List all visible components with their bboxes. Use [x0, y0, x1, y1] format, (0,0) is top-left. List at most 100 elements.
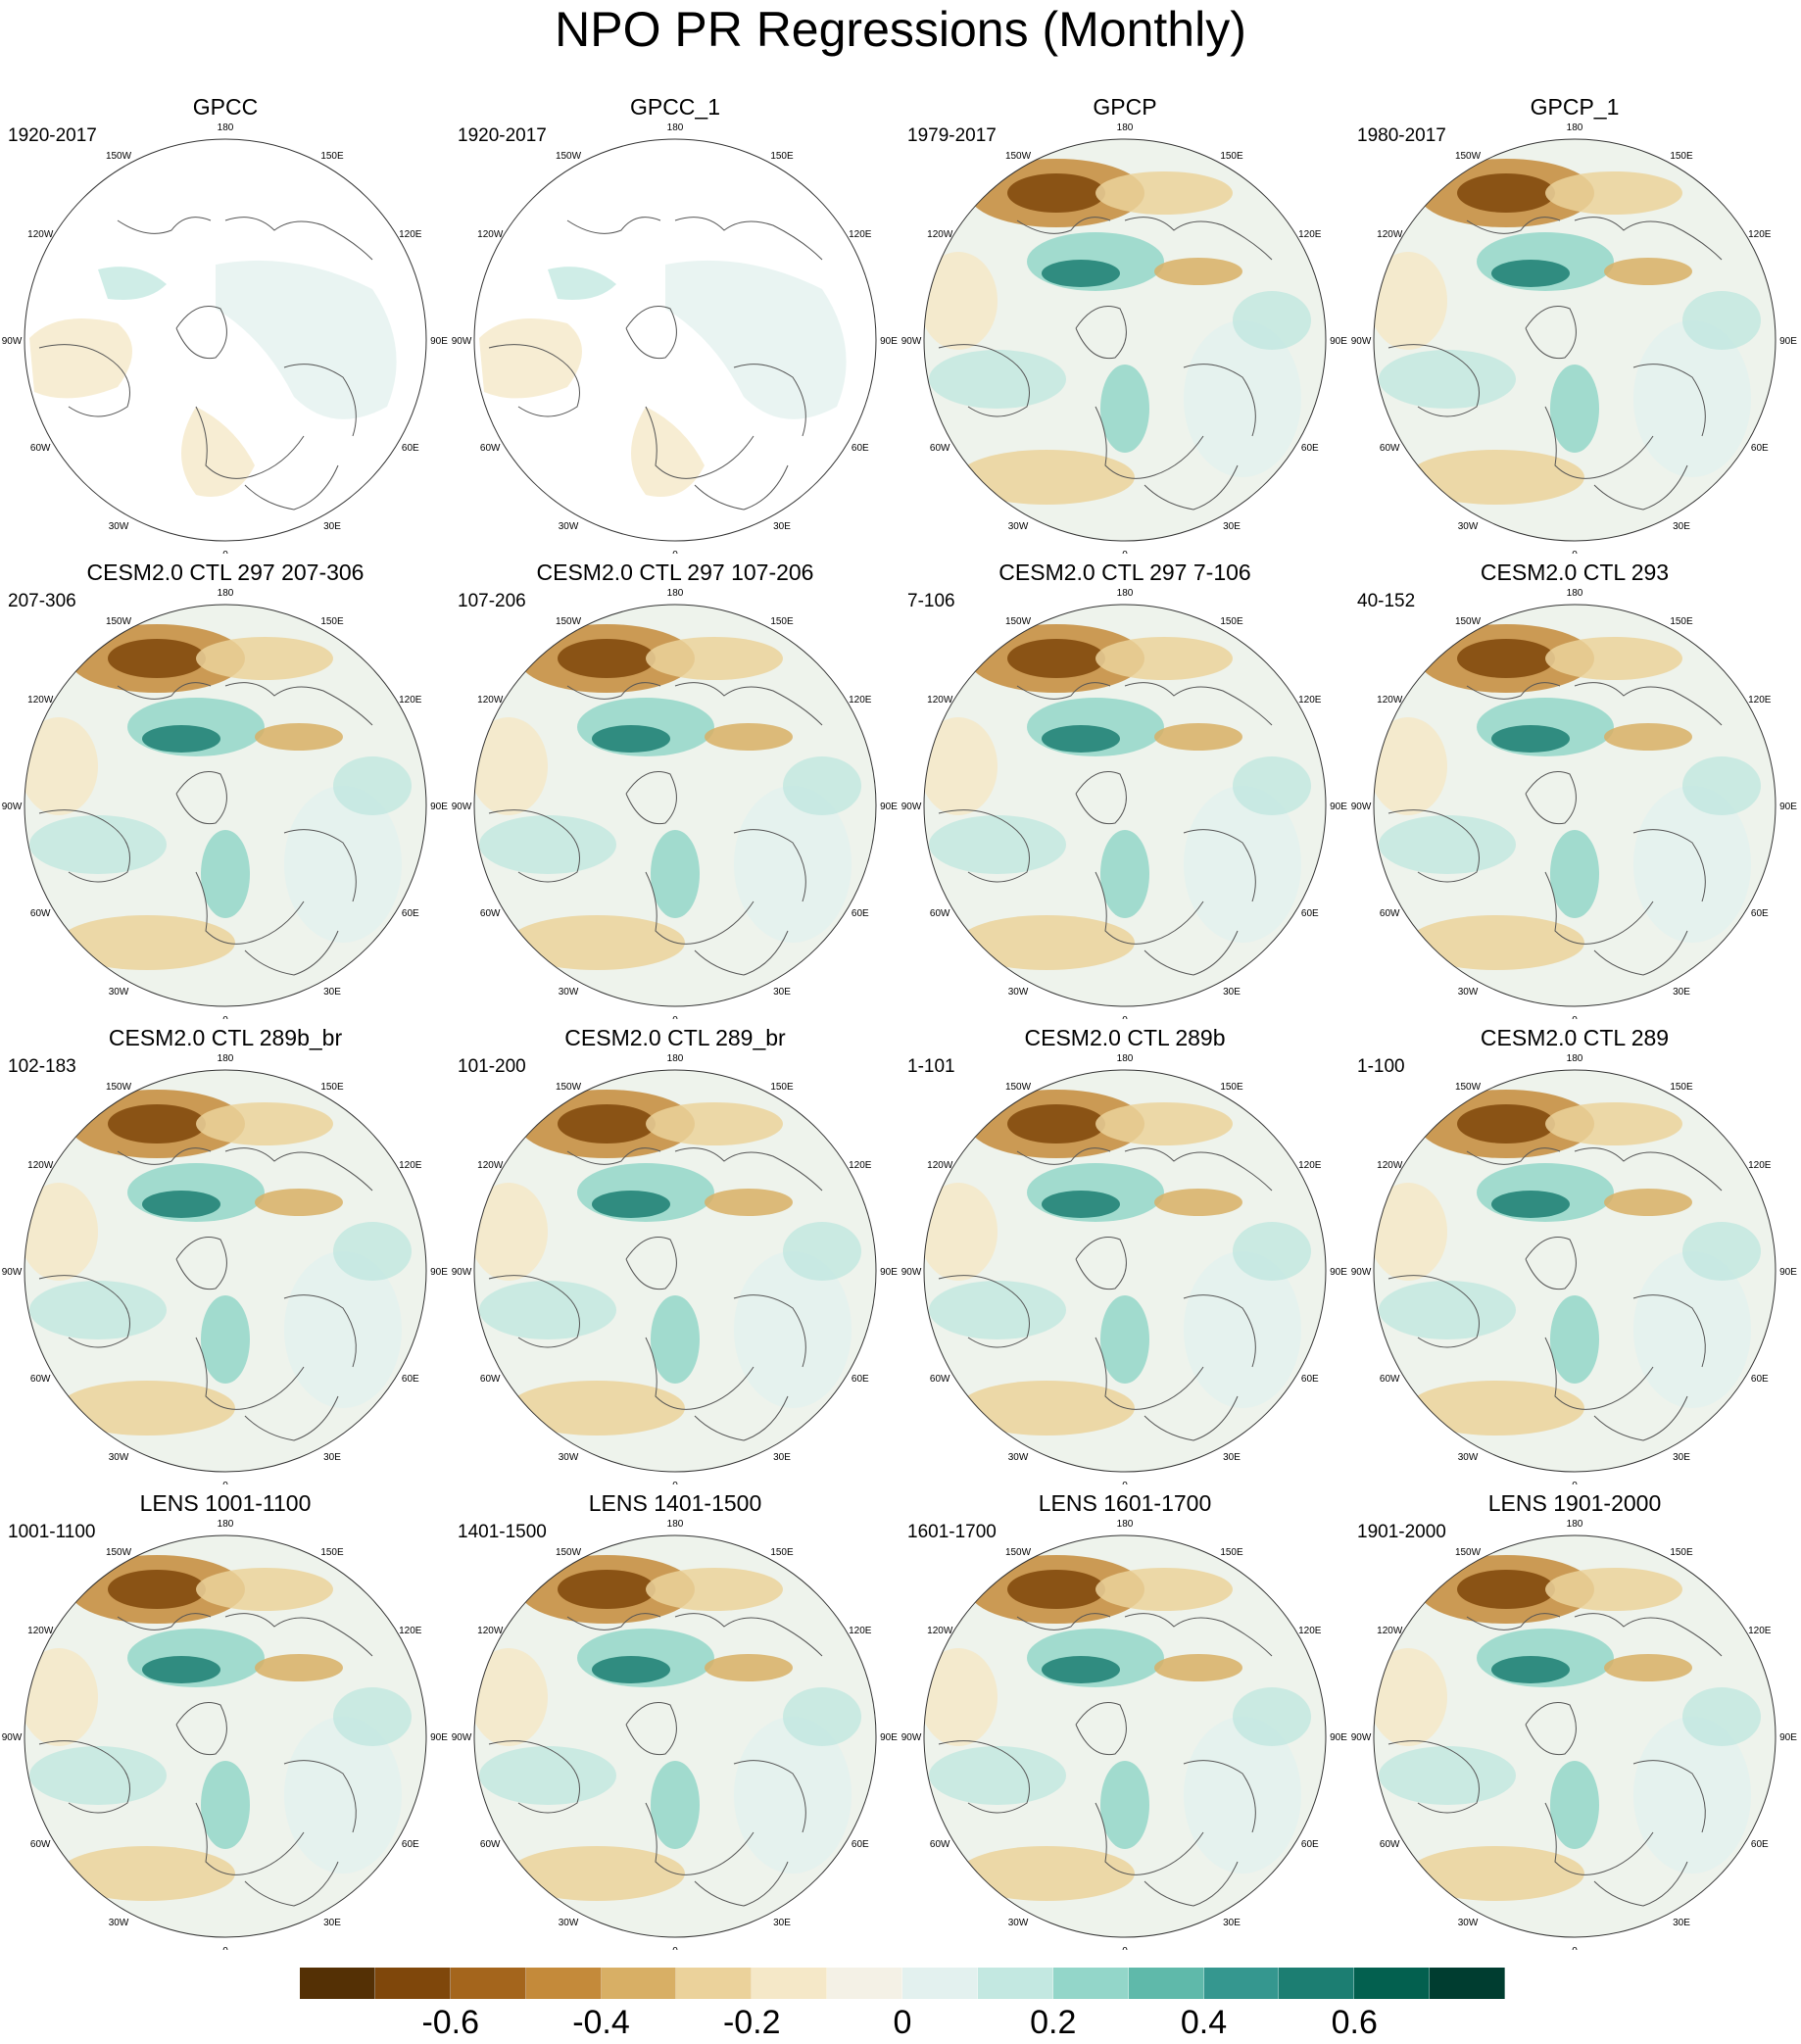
coastline — [175, 1702, 227, 1756]
anomaly-region — [255, 1654, 343, 1681]
coastline — [1144, 930, 1239, 976]
coastline — [117, 682, 212, 700]
anomaly-region — [1682, 1222, 1761, 1281]
longitude-label: 30W — [1008, 1918, 1029, 1928]
longitude-label: 30W — [109, 1918, 129, 1928]
longitude-label: 30W — [1458, 1452, 1479, 1463]
anomaly-region — [592, 725, 670, 753]
colorbar-tick-label: 0.2 — [1030, 2004, 1077, 2041]
anomaly-region — [1682, 1687, 1761, 1746]
anomaly-region — [1457, 639, 1555, 678]
coastline — [117, 1147, 212, 1165]
polar-map: 180 150E 120E 90E 60E 30E 0 30W 60W 90W 120W 150W — [1351, 1053, 1798, 1484]
coastline — [175, 1237, 227, 1290]
anomaly-region — [1374, 252, 1447, 350]
polar-map: 180 150E 120E 90E 60E 30E 0 30W 60W 90W 120W 150W — [901, 1519, 1348, 1950]
longitude-label: 90W — [1351, 1732, 1372, 1743]
coastline — [175, 306, 227, 360]
longitude-label: 30E — [323, 987, 341, 998]
longitude-label: 60W — [480, 1839, 501, 1850]
longitude-label: 60E — [402, 1839, 419, 1850]
anomaly-region — [592, 1656, 670, 1683]
longitude-label: 30E — [1673, 1452, 1690, 1463]
coastline — [1525, 771, 1577, 825]
coastline — [1632, 829, 1706, 902]
colorbar-tick-label: -0.2 — [722, 2004, 781, 2041]
anomaly-region — [1550, 1761, 1599, 1849]
anomaly-region — [255, 1189, 343, 1216]
polar-map: 180 150E 120E 90E 60E 30E 0 30W 60W 90W 120W 150W — [1351, 122, 1798, 554]
anomaly-region — [734, 786, 852, 943]
anomaly-region — [333, 1222, 412, 1281]
anomaly-region — [705, 723, 793, 751]
coastline — [488, 344, 580, 417]
anomaly-region — [646, 1568, 783, 1611]
anomaly-region — [646, 1102, 783, 1145]
longitude-label: 180 — [667, 588, 684, 599]
coastline — [1593, 464, 1688, 511]
longitude-label: 60W — [930, 1839, 950, 1850]
panel-title: LENS 1601-1700 — [1038, 1490, 1212, 1516]
coastline — [1466, 1147, 1561, 1165]
map-border — [923, 1534, 1327, 1938]
coastline — [938, 1740, 1030, 1814]
longitude-label: 0 — [1572, 1015, 1578, 1019]
coastline — [625, 1237, 677, 1290]
anomaly-region — [1184, 1717, 1301, 1874]
longitude-label: 120W — [27, 1626, 54, 1636]
panel-years: 1-100 — [1357, 1056, 1405, 1077]
coastline — [1124, 682, 1273, 726]
map-border — [24, 604, 427, 1007]
longitude-label: 180 — [218, 122, 234, 133]
map-border — [923, 1069, 1327, 1473]
polar-map: 180 150E 120E 90E 60E 30E 0 30W 60W 90W 120W 150W — [2, 1519, 449, 1950]
longitude-label: 60E — [1301, 908, 1319, 919]
coastline — [1632, 1760, 1706, 1833]
anomaly-region — [1154, 1654, 1242, 1681]
longitude-label: 30E — [323, 521, 341, 532]
coastline — [1544, 406, 1654, 479]
coastline — [694, 1395, 789, 1441]
longitude-label: 90E — [1779, 802, 1797, 812]
longitude-label: 30E — [1673, 1918, 1690, 1928]
longitude-label: 30W — [559, 1452, 579, 1463]
coastline — [175, 771, 227, 825]
colorbar-swatch — [752, 1968, 828, 1999]
colorbar-swatch — [450, 1968, 526, 1999]
anomaly-region — [783, 1687, 861, 1746]
longitude-label: 0 — [222, 1946, 228, 1950]
longitude-label: 150W — [1005, 616, 1032, 627]
longitude-label: 120E — [849, 1160, 872, 1171]
coastline — [1593, 1861, 1688, 1907]
map-panel: LENS 1401-1500 1401-1500 180 150E 120E 90E 60E… — [450, 1489, 900, 1950]
longitude-label: 90W — [901, 1732, 922, 1743]
coastline — [1466, 682, 1561, 700]
coastline — [244, 930, 339, 976]
panel-years: 1979-2017 — [907, 125, 997, 146]
coastline — [733, 1294, 806, 1368]
longitude-label: 120W — [27, 229, 54, 240]
map-border — [24, 1069, 427, 1473]
colorbar-tick-label: 0.4 — [1180, 2004, 1228, 2041]
anomaly-region — [1408, 915, 1584, 970]
longitude-label: 120E — [1298, 695, 1322, 706]
coastline — [1075, 306, 1127, 360]
coastline — [1574, 217, 1723, 261]
coastline — [488, 1275, 580, 1348]
map-border — [1373, 138, 1777, 542]
longitude-label: 120W — [927, 229, 953, 240]
longitude-label: 90E — [1779, 336, 1797, 347]
longitude-label: 90W — [1351, 336, 1372, 347]
coastline — [625, 306, 677, 360]
anomaly-region — [474, 1648, 548, 1746]
coastline — [1387, 1740, 1480, 1814]
coastline — [1183, 829, 1256, 902]
map-border — [473, 604, 877, 1007]
anomaly-region — [255, 723, 343, 751]
anomaly-region — [201, 1295, 250, 1384]
longitude-label: 90E — [1779, 1267, 1797, 1278]
coastline — [674, 1147, 823, 1192]
longitude-label: 60W — [30, 1374, 51, 1385]
panel-years: 40-152 — [1357, 591, 1416, 611]
anomaly-region — [1233, 291, 1311, 350]
